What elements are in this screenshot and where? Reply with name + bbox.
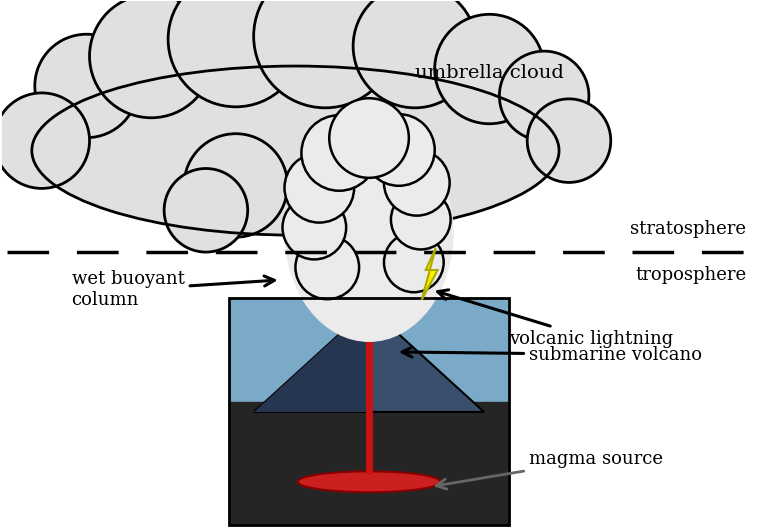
Bar <box>229 298 509 402</box>
Circle shape <box>282 196 346 259</box>
Circle shape <box>184 134 288 237</box>
Circle shape <box>295 235 359 299</box>
Circle shape <box>527 99 611 182</box>
Circle shape <box>164 169 248 252</box>
Circle shape <box>500 51 589 140</box>
Circle shape <box>435 14 544 123</box>
Text: troposphere: troposphere <box>635 266 746 284</box>
Ellipse shape <box>32 66 559 235</box>
Text: wet buoyant
column: wet buoyant column <box>72 270 274 310</box>
Circle shape <box>0 93 89 188</box>
Ellipse shape <box>298 471 441 492</box>
Circle shape <box>384 233 444 292</box>
Circle shape <box>285 153 354 223</box>
Circle shape <box>363 114 435 186</box>
Polygon shape <box>254 327 369 412</box>
Circle shape <box>254 0 397 108</box>
Bar <box>229 298 509 525</box>
Circle shape <box>89 0 213 118</box>
Bar <box>229 402 509 525</box>
Circle shape <box>301 115 377 191</box>
Circle shape <box>391 190 450 250</box>
Polygon shape <box>254 327 484 412</box>
Text: umbrella cloud: umbrella cloud <box>415 64 564 82</box>
Ellipse shape <box>285 123 453 342</box>
Text: volcanic lightning: volcanic lightning <box>438 290 674 348</box>
Circle shape <box>305 136 405 235</box>
Polygon shape <box>422 248 438 300</box>
Circle shape <box>329 98 409 178</box>
Text: magma source: magma source <box>436 450 663 489</box>
Circle shape <box>343 171 422 250</box>
Circle shape <box>35 34 139 138</box>
Text: stratosphere: stratosphere <box>630 220 746 238</box>
Circle shape <box>168 0 304 107</box>
Circle shape <box>384 150 450 216</box>
Circle shape <box>353 0 476 108</box>
Text: submarine volcano: submarine volcano <box>402 346 702 364</box>
